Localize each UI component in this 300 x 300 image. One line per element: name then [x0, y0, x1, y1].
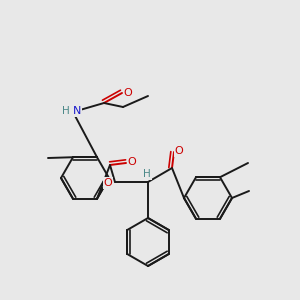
Text: O: O — [128, 157, 136, 167]
Text: N: N — [73, 106, 81, 116]
Text: O: O — [175, 146, 183, 156]
Text: O: O — [103, 178, 112, 188]
Text: H: H — [62, 106, 70, 116]
Text: O: O — [124, 88, 132, 98]
Text: H: H — [143, 169, 151, 179]
